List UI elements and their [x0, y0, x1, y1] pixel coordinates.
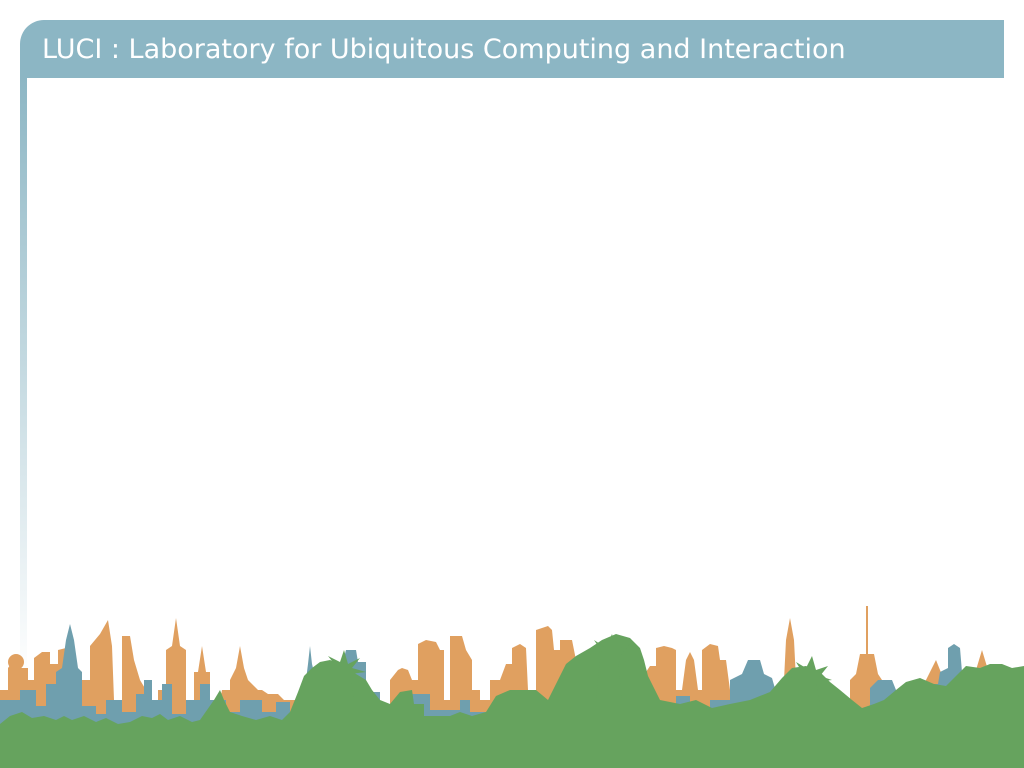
slide-content-area [40, 100, 990, 580]
side-accent-rule [20, 76, 27, 676]
skyline-front-foliage [0, 634, 1024, 768]
dome-accent [8, 654, 24, 670]
title-bar: LUCI : Laboratory for Ubiquitous Computi… [20, 20, 1004, 78]
slide-title: LUCI : Laboratory for Ubiquitous Computi… [42, 33, 846, 65]
city-skyline-illustration [0, 606, 1024, 768]
